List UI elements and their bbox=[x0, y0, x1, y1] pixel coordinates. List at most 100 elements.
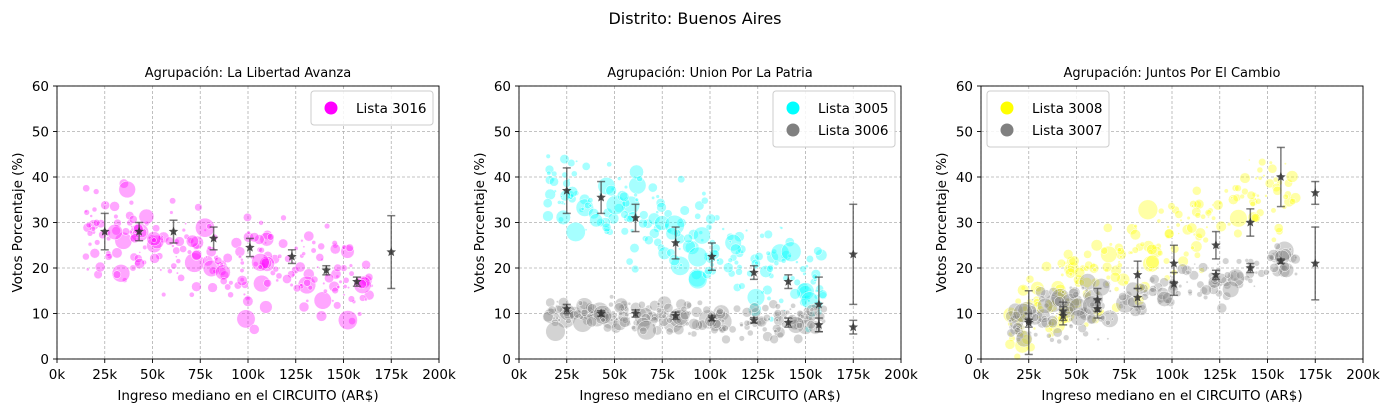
scatter-point bbox=[236, 309, 256, 329]
scatter-point bbox=[191, 250, 202, 261]
scatter-point bbox=[237, 254, 243, 259]
scatter-point bbox=[1116, 262, 1123, 269]
mean-star-marker bbox=[848, 322, 859, 332]
scatter-point bbox=[1187, 288, 1193, 295]
scatter-point bbox=[609, 294, 615, 300]
scatter-point bbox=[633, 192, 638, 198]
scatter-point bbox=[146, 231, 162, 247]
scatter-point bbox=[586, 316, 598, 328]
mean-star-marker bbox=[287, 251, 297, 261]
scatter-point bbox=[1206, 210, 1211, 215]
x-axis-label: Ingreso mediano en el CIRCUITO (AR$) bbox=[1041, 388, 1302, 404]
scatter-point bbox=[361, 260, 371, 270]
scatter-point bbox=[186, 249, 193, 255]
scatter-point bbox=[575, 198, 594, 217]
scatter-point bbox=[1233, 228, 1243, 239]
scatter-point bbox=[1067, 261, 1080, 274]
scatter-point bbox=[575, 297, 594, 315]
scatter-point bbox=[1031, 298, 1034, 302]
scatter-point bbox=[212, 269, 218, 274]
scatter-point bbox=[1092, 267, 1098, 273]
scatter-point bbox=[1174, 210, 1184, 219]
mean-star-marker bbox=[321, 265, 332, 275]
scatter-point bbox=[607, 212, 620, 225]
scatter-point bbox=[815, 311, 826, 322]
x-tick-label: 50k bbox=[140, 367, 165, 383]
y-axis-label: Votos Porcentaje (%) bbox=[472, 152, 488, 292]
scatter-point bbox=[1211, 215, 1217, 221]
scatter-point bbox=[184, 252, 205, 273]
scatter-point bbox=[336, 285, 341, 289]
scatter-point bbox=[1082, 291, 1092, 301]
scatter-point bbox=[239, 277, 245, 283]
scatter-point bbox=[580, 308, 589, 317]
scatter-point bbox=[761, 326, 768, 333]
scatter-point bbox=[310, 247, 317, 254]
scatter-point bbox=[169, 197, 177, 205]
scatter-point bbox=[1192, 232, 1197, 237]
scatter-point bbox=[1269, 263, 1280, 273]
scatter-point bbox=[205, 255, 208, 259]
scatter-point bbox=[788, 307, 792, 311]
scatter-point bbox=[1034, 285, 1042, 293]
scatter-point bbox=[315, 253, 325, 262]
scatter-point bbox=[765, 250, 771, 256]
scatter-point bbox=[687, 331, 692, 336]
scatter-point bbox=[335, 274, 340, 279]
figure-suptitle: Distrito: Buenos Aires bbox=[608, 9, 781, 28]
scatter-point bbox=[1068, 323, 1074, 329]
mean-star-marker bbox=[1211, 269, 1221, 279]
scatter-point bbox=[774, 303, 781, 310]
scatter-point bbox=[1178, 284, 1183, 289]
scatter-point bbox=[338, 279, 343, 284]
x-tick-label: 100k bbox=[231, 367, 265, 383]
scatter-point bbox=[585, 302, 595, 313]
scatter-point bbox=[175, 271, 179, 275]
scatter-point bbox=[652, 325, 663, 336]
scatter-point bbox=[1216, 262, 1220, 266]
scatter-point bbox=[623, 311, 630, 318]
scatter-point bbox=[759, 233, 765, 239]
scatter-point bbox=[112, 270, 122, 279]
scatter-point bbox=[651, 195, 656, 200]
y-tick-label: 0 bbox=[502, 352, 511, 368]
panel-2: 0k 25k 50k 75k 100k 125k 150k 175k 200k 0 10 20 30 40… bbox=[472, 66, 918, 404]
scatter-point bbox=[294, 261, 306, 273]
scatter-point bbox=[303, 230, 315, 242]
scatter-point bbox=[298, 283, 305, 290]
scatter-point bbox=[730, 243, 742, 256]
legend-marker bbox=[786, 123, 800, 137]
scatter-point bbox=[342, 276, 350, 284]
scatter-point bbox=[789, 275, 796, 281]
scatter-point bbox=[1186, 222, 1198, 234]
scatter-point bbox=[291, 273, 296, 277]
scatter-point bbox=[1181, 224, 1194, 236]
x-tick-label: 25k bbox=[1016, 367, 1041, 383]
scatter-point bbox=[1105, 319, 1111, 326]
scatter-point bbox=[754, 252, 764, 261]
scatter-point bbox=[627, 301, 632, 306]
scatter-point bbox=[1118, 303, 1124, 310]
x-tick-label: 200k bbox=[884, 367, 918, 383]
x-tick-label: 25k bbox=[554, 367, 579, 383]
scatter-point bbox=[303, 278, 312, 287]
scatter-point bbox=[333, 301, 342, 310]
scatter-point bbox=[556, 314, 560, 318]
scatter-point bbox=[683, 300, 692, 310]
scatter-point bbox=[589, 213, 604, 228]
scatter-point bbox=[1005, 310, 1017, 322]
scatter-point bbox=[219, 277, 228, 285]
scatter-point bbox=[809, 311, 814, 315]
scatter-point bbox=[1040, 289, 1052, 301]
scatter-point bbox=[103, 201, 108, 205]
scatter-point bbox=[543, 308, 560, 325]
y-tick-label: 60 bbox=[32, 79, 49, 95]
scatter-point bbox=[625, 214, 634, 223]
scatter-point bbox=[89, 214, 93, 218]
scatter-point bbox=[175, 255, 178, 258]
scatter-point bbox=[562, 202, 566, 206]
scatter-point bbox=[663, 302, 674, 313]
scatter-point bbox=[637, 300, 646, 309]
scatter-point bbox=[1283, 162, 1287, 166]
x-tick-label: 175k bbox=[1298, 367, 1332, 383]
